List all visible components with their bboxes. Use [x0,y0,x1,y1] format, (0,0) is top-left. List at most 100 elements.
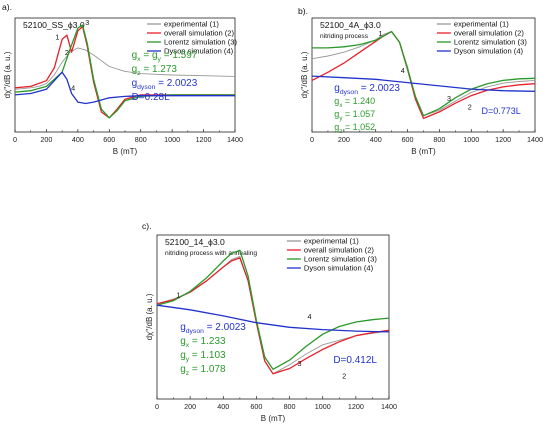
x-tick-label: 400 [370,135,382,144]
annotation-text: = 1.103 [189,350,226,361]
curve-number-label: 3 [85,18,89,27]
annotation-text: = 1.057 [342,109,375,119]
series-line-3 [14,24,235,119]
annotation-subscript: x [137,56,141,63]
x-tick-label: 200 [184,402,196,411]
x-axis-label: B (mT) [411,147,436,156]
annotation-text: = 2.0023 [358,83,400,94]
annotation-subscript: y [186,356,190,363]
y-axis-label: dχ''/dB (a. u.) [3,51,12,98]
series-line-4 [311,75,536,92]
x-tick-label: 600 [250,402,262,411]
panel-subtitle: nitriding process [320,33,369,40]
annotation-subscript: z [186,370,190,377]
parameter-annotation: D=0.412L [333,355,377,366]
parameter-annotation: gz = 1.273 [132,64,178,77]
annotation-text: g [180,336,186,347]
x-tick-label: 1200 [495,135,511,144]
x-tick-label: 200 [40,135,52,144]
annotation-text: = 1.273 [141,64,178,75]
panel-a: a). 52100_SS_ϕ3.0 0 200 400 600 800 1000 1200 140… [2,2,243,156]
x-tick-label: 1000 [463,135,479,144]
x-tick-label: 400 [72,135,84,144]
annotation-subscript: x [186,342,190,349]
series-line-3 [156,249,390,370]
panel-b: b). 52100_4A_ϕ3.0 nitriding process 0 200 400… [298,6,543,156]
annotation-subscript: y [339,115,343,122]
x-tick-label: 1400 [381,402,397,411]
legend-entry: Lorentz simulation (3) [454,38,527,47]
curve-number-label: 1 [177,291,181,300]
annotation-subscript: y [158,56,162,63]
x-tick-label: 800 [284,402,296,411]
parameter-annotation: gx = 1.233 [180,336,226,349]
legend-entry: experimental (1) [164,20,219,29]
annotation-text: = g [141,50,158,61]
parameter-annotation: gx = gy = 1.597 [132,50,198,63]
panel-label: b). [298,6,308,16]
annotation-text: D=0.773L [481,106,520,116]
series-line-4 [14,71,235,105]
panel-title: 52100_4A_ϕ3.0 [320,20,381,30]
annotation-subscript: dyson [186,328,204,335]
parameter-annotation: gy = 1.103 [180,350,226,363]
legend-entry: overall simulation (2) [304,246,375,255]
curve-number-label: 1 [55,32,59,41]
annotation-text: g [180,322,186,333]
annotation-subscript: z [137,70,141,77]
x-tick-label: 800 [433,135,445,144]
x-tick-label: 1400 [527,135,543,144]
x-tick-label: 1200 [196,135,212,144]
panel-title: 52100_SS_ϕ3.0 [23,20,85,30]
annotation-text: D=0.28L [132,92,171,103]
curve-number-label: 2 [468,103,472,112]
annotation-text: = 1.078 [189,364,226,375]
annotation-subscript: x [339,102,342,109]
x-tick-label: 1000 [164,135,180,144]
annotation-subscript: z [339,128,342,135]
y-axis-label: dχ''/dB (a. u.) [145,293,154,340]
x-tick-label: 400 [217,402,229,411]
x-tick-label: 1400 [227,135,243,144]
annotation-text: g [334,96,339,106]
parameter-annotation: D=0.28L [132,92,171,103]
annotation-text: = 1.240 [342,96,375,106]
annotation-text: g [334,83,340,94]
annotation-text: = 2.0023 [155,78,197,89]
series-line-1 [14,47,236,90]
legend-entry: Dyson simulation (4) [164,47,234,56]
legend-entry: Lorentz simulation (3) [164,38,237,47]
annotation-text: g [132,78,138,89]
x-tick-label: 0 [13,135,17,144]
legend-entry: Dyson simulation (4) [454,47,524,56]
annotation-text: g [132,50,138,61]
annotation-text: g [132,64,138,75]
curve-number-label: 4 [307,312,311,321]
legend-entry: overall simulation (2) [454,29,525,38]
curve-number-label: 1 [378,29,382,38]
parameter-annotation: gdyson = 2.0023 [334,83,400,96]
annotation-subscript: dyson [137,84,155,91]
curve-number-label: 2 [342,371,346,380]
parameter-annotation: gz = 1.078 [180,364,226,377]
curve-number-label: 3 [298,359,302,368]
panel-label: a). [2,2,12,12]
curve-number-label: 2 [65,48,69,57]
curve-number-label: 4 [71,84,75,93]
x-axis-label: B (mT) [113,147,138,156]
panel-title: 52100_14_ϕ3.0 [165,237,225,247]
annotation-text: g [180,364,186,375]
parameter-annotation: gy = 1.057 [334,109,375,122]
x-tick-label: 200 [338,135,350,144]
legend-entry: Dyson simulation (4) [304,264,374,273]
x-tick-label: 1000 [315,402,331,411]
x-tick-label: 800 [135,135,147,144]
annotation-text: = 2.0023 [204,322,246,333]
annotation-text: = 1.233 [189,336,226,347]
x-tick-label: 600 [103,135,115,144]
annotation-text: = 1.597 [161,50,198,61]
x-tick-label: 0 [155,402,159,411]
curve-number-label: 3 [447,94,451,103]
x-tick-label: 600 [402,135,414,144]
